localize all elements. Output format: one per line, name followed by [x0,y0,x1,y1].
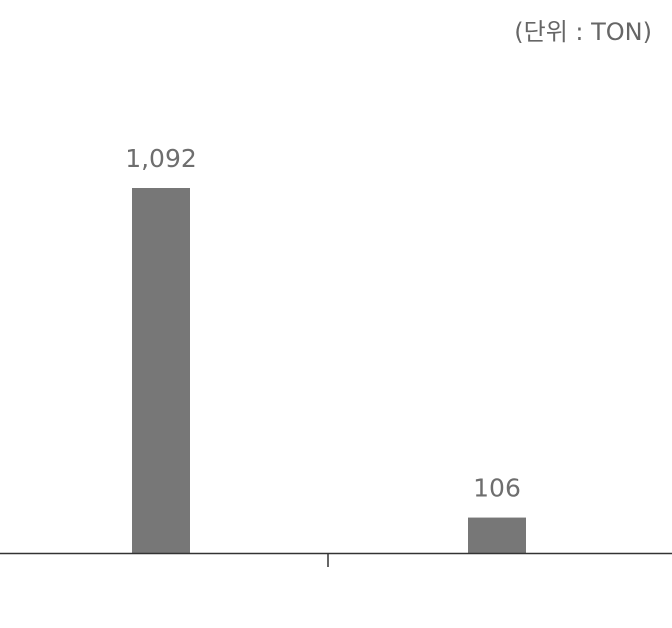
bar-1 [132,188,190,553]
bar-value-label-2: 106 [473,474,521,503]
bar-value-label-1: 1,092 [125,144,197,173]
unit-label: (단위 : TON) [514,18,652,46]
bar-2 [468,517,526,553]
